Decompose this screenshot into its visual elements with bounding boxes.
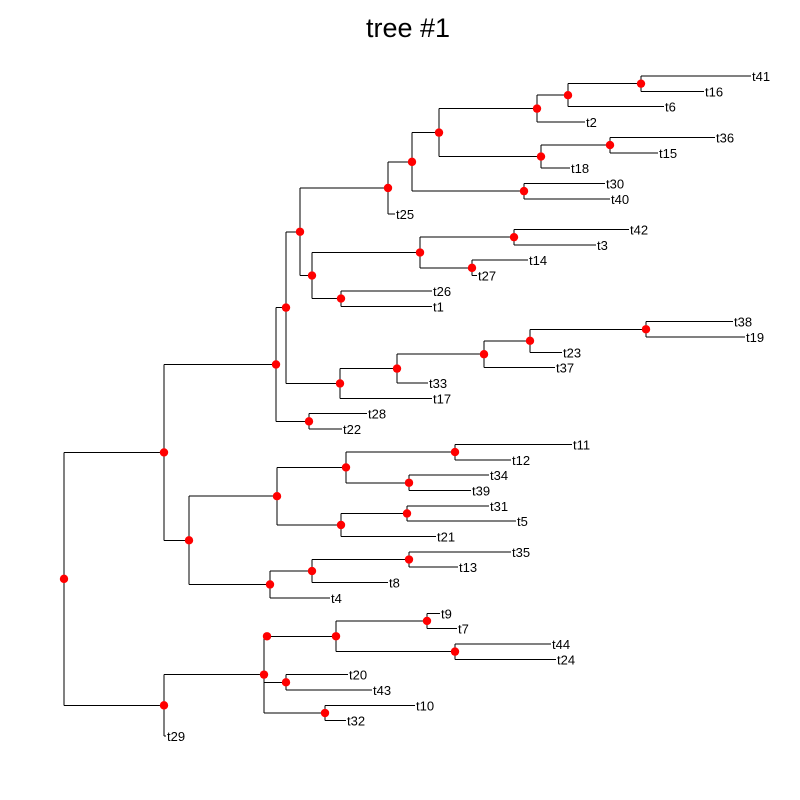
tip-label-t18: t18 [571,161,589,176]
tip-label-t39: t39 [472,483,490,498]
node-dot-AA [341,463,351,472]
tip-label-t28: t28 [368,407,386,422]
tip-label-t15: t15 [659,146,677,161]
tip-label-t8: t8 [389,576,400,591]
node-dot-K [536,152,546,161]
node-dot-AL [331,632,341,641]
node-dot-AB [450,447,460,457]
node-dot-AK [262,632,272,641]
node-dot-AE [402,509,412,518]
tip-label-t35: t35 [512,545,530,560]
node-dot-AJ [259,670,269,679]
node-dot-L [605,140,615,150]
node-dot-N [307,271,317,280]
tip-label-t5: t5 [517,514,528,529]
tree-title: tree #1 [365,13,451,43]
tip-label-t10: t10 [416,698,434,713]
tree-branches [63,75,751,737]
node-dot-AM [422,616,432,626]
tip-label-t25: t25 [396,207,414,222]
tip-label-t17: t17 [433,391,451,406]
tip-label-t33: t33 [429,376,447,391]
node-dot-J [636,79,646,88]
tip-label-t34: t34 [490,468,508,483]
tip-label-t24: t24 [557,652,575,667]
tip-label-t12: t12 [512,453,530,468]
node-dot-AG [307,566,317,576]
node-dot-D [295,227,305,236]
tip-label-t31: t31 [490,499,508,514]
node-dot-E [383,183,393,193]
tip-label-t40: t40 [611,192,629,207]
node-dot-H [532,104,542,113]
tip-label-t41: t41 [752,69,770,84]
tip-label-t14: t14 [529,253,547,268]
tip-label-t36: t36 [716,130,734,145]
node-dot-root [59,574,69,584]
tip-label-t42: t42 [630,223,648,238]
node-dot-Q [467,263,477,273]
tip-label-t21: t21 [437,530,455,545]
node-dot-AF [265,580,275,589]
node-dot-AC [404,478,414,487]
node-dot-AP [320,708,330,718]
tip-label-t32: t32 [347,714,365,729]
tip-label-t30: t30 [606,176,624,191]
node-dot-O [415,248,425,257]
node-dot-T [392,364,402,373]
tip-label-t4: t4 [331,591,342,606]
internal-nodes [59,79,651,718]
tip-label-t19: t19 [746,330,764,345]
tip-label-t26: t26 [433,284,451,299]
node-dot-P [509,232,519,242]
tip-label-t9: t9 [441,606,452,621]
node-dot-C [281,303,291,312]
node-dot-B [271,360,281,369]
node-dot-R [336,294,346,303]
tip-label-t20: t20 [349,668,367,683]
tip-label-t11: t11 [573,437,590,452]
node-dot-I [563,90,573,100]
tip-label-t16: t16 [705,84,723,99]
node-dot-AO [281,678,291,687]
node-dot-A [159,448,169,457]
tip-label-t23: t23 [563,345,581,360]
node-dot-AI [159,701,169,710]
node-dot-M [519,186,529,196]
node-dot-U [479,350,489,359]
node-dot-AH [404,555,414,564]
node-dot-X [304,417,314,426]
node-dot-F [407,157,417,167]
tip-label-t29: t29 [167,729,185,744]
tip-label-t7: t7 [458,622,469,637]
node-dot-G [434,128,444,137]
tip-label-t1: t1 [433,299,444,314]
tip-label-t6: t6 [665,100,676,115]
node-dot-AN [450,647,460,656]
tip-label-t37: t37 [556,361,574,376]
node-dot-S [335,379,345,388]
node-dot-Y [184,536,194,545]
node-dot-V [525,336,535,345]
tip-label-t44: t44 [552,637,570,652]
tip-label-t43: t43 [373,683,391,698]
node-dot-Z [272,492,282,501]
tip-label-t3: t3 [597,238,608,253]
node-dot-W [641,325,651,334]
tip-label-t38: t38 [734,315,752,330]
tip-label-t13: t13 [459,560,477,575]
tip-label-t27: t27 [478,269,496,284]
node-dot-AD [336,520,346,530]
tip-label-t22: t22 [343,422,361,437]
tip-label-t2: t2 [586,115,597,130]
